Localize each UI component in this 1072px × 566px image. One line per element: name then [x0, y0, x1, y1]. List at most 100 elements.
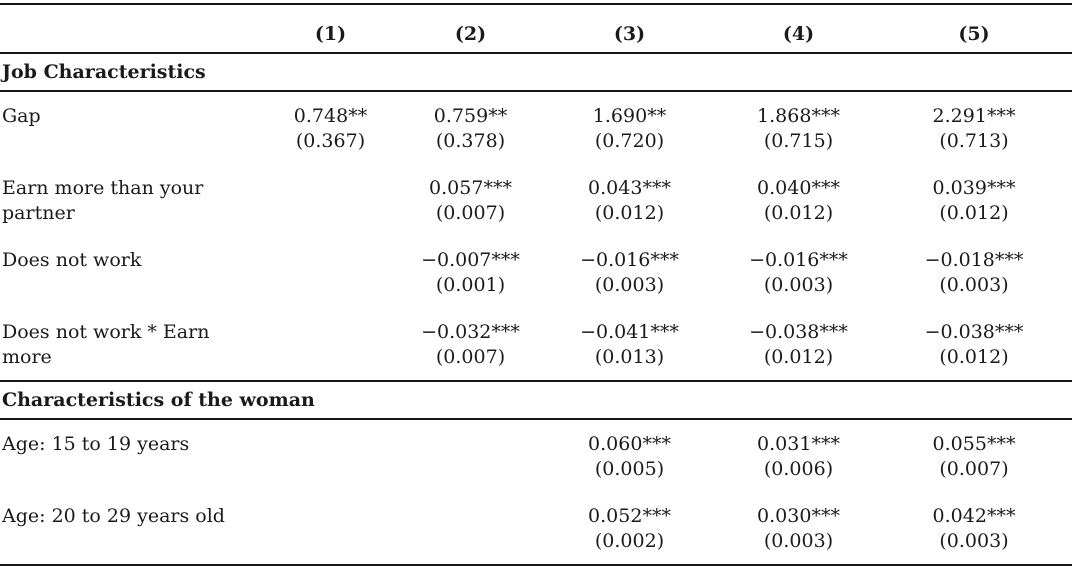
row-label: Does not work — [2, 249, 142, 271]
coefficient-cell — [258, 492, 403, 565]
std-error-value: (0.002) — [594, 530, 665, 552]
std-error-value — [403, 529, 538, 554]
section-header-job-characteristics: Job Characteristics — [0, 53, 1072, 91]
coefficient-value: −0.018*** — [924, 249, 1024, 271]
std-error-value: (0.713) — [939, 130, 1009, 152]
std-error-value: (0.001) — [435, 274, 506, 296]
coefficient-cell: 0.060*** (0.005) — [538, 419, 721, 492]
table-row-does-not-work-earn-more: Does not work * Earn more −0.032*** (0.0… — [0, 308, 1072, 381]
std-error-value: (0.005) — [594, 458, 665, 480]
coefficient-cell: 2.291*** (0.713) — [876, 91, 1072, 164]
std-error-value: (0.012) — [939, 346, 1009, 368]
coefficient-value — [258, 248, 403, 273]
coefficient-value: 1.868*** — [757, 105, 840, 127]
row-label: Earn more than your partner — [2, 177, 204, 224]
coefficient-cell: 0.748** (0.367) — [258, 91, 403, 164]
std-error-value — [403, 457, 538, 482]
coefficient-value: 0.040*** — [757, 177, 840, 199]
std-error-value — [258, 345, 403, 370]
std-error-value — [258, 529, 403, 554]
std-error-value: (0.012) — [763, 202, 834, 224]
coefficient-cell: −0.038*** (0.012) — [721, 308, 876, 381]
coefficient-cell: 0.042*** (0.003) — [876, 492, 1072, 565]
coefficient-value: 2.291*** — [932, 105, 1016, 127]
coefficient-cell: 0.030*** (0.003) — [721, 492, 876, 565]
coefficient-value: 0.060*** — [588, 433, 671, 455]
coefficient-cell — [258, 164, 403, 236]
coefficient-value: −0.038*** — [924, 321, 1024, 343]
coefficient-value: 0.031*** — [757, 433, 840, 455]
std-error-value: (0.367) — [295, 130, 366, 152]
column-header-row: (1) (2) (3) (4) (5) — [0, 4, 1072, 53]
coefficient-value — [258, 432, 403, 457]
coefficient-cell: 0.055*** (0.007) — [876, 419, 1072, 492]
coefficient-cell: 0.039*** (0.012) — [876, 164, 1072, 236]
std-error-value: (0.720) — [594, 130, 665, 152]
empty-header-cell — [0, 4, 258, 53]
coefficient-value: 1.690** — [592, 105, 667, 127]
coefficient-value — [258, 320, 403, 345]
coefficient-value: 0.055*** — [932, 433, 1016, 455]
std-error-value: (0.007) — [435, 202, 506, 224]
section-title: Characteristics of the woman — [2, 389, 315, 411]
coefficient-cell: −0.016*** (0.003) — [538, 236, 721, 308]
coefficient-value — [403, 432, 538, 457]
coefficient-cell — [258, 308, 403, 381]
coefficient-value — [258, 504, 403, 529]
coefficient-cell: −0.041*** (0.013) — [538, 308, 721, 381]
coefficient-value: 0.042*** — [932, 505, 1016, 527]
coefficient-value: 0.057*** — [429, 177, 512, 199]
coefficient-value — [258, 176, 403, 201]
std-error-value: (0.003) — [939, 530, 1009, 552]
coefficient-cell — [258, 419, 403, 492]
section-header-characteristics-of-the-woman: Characteristics of the woman — [0, 381, 1072, 419]
coefficient-cell: 0.057*** (0.007) — [403, 164, 538, 236]
row-label: Age: 15 to 19 years — [2, 433, 190, 455]
std-error-value: (0.013) — [594, 346, 665, 368]
std-error-value — [258, 201, 403, 226]
coefficient-value: −0.016*** — [580, 249, 679, 271]
std-error-value: (0.007) — [435, 346, 506, 368]
table-row-age-20-29: Age: 20 to 29 years old 0.052*** (0.002)… — [0, 492, 1072, 565]
column-header-3: (3) — [613, 23, 646, 45]
std-error-value: (0.715) — [763, 130, 834, 152]
coefficient-cell — [258, 236, 403, 308]
coefficient-cell — [403, 492, 538, 565]
coefficient-cell: 0.759** (0.378) — [403, 91, 538, 164]
std-error-value: (0.012) — [939, 202, 1009, 224]
table-row-age-15-19: Age: 15 to 19 years 0.060*** (0.005) 0.0… — [0, 419, 1072, 492]
coefficient-value: 0.030*** — [757, 505, 840, 527]
std-error-value: (0.012) — [763, 346, 834, 368]
coefficient-value: 0.748** — [293, 105, 368, 127]
coefficient-value: −0.007*** — [421, 249, 520, 271]
std-error-value: (0.003) — [763, 274, 834, 296]
coefficient-cell: −0.038*** (0.012) — [876, 308, 1072, 381]
coefficient-value: −0.041*** — [580, 321, 679, 343]
std-error-value: (0.007) — [939, 458, 1009, 480]
coefficient-cell: 0.040*** (0.012) — [721, 164, 876, 236]
coefficient-cell: 0.052*** (0.002) — [538, 492, 721, 565]
column-header-5: (5) — [958, 23, 990, 45]
coefficient-cell: −0.007*** (0.001) — [403, 236, 538, 308]
coefficient-cell: 0.043*** (0.012) — [538, 164, 721, 236]
std-error-value — [258, 273, 403, 298]
coefficient-cell: −0.018*** (0.003) — [876, 236, 1072, 308]
coefficient-cell: 1.868*** (0.715) — [721, 91, 876, 164]
coefficient-value: 0.052*** — [588, 505, 671, 527]
coefficient-value — [403, 504, 538, 529]
table-row-does-not-work: Does not work −0.007*** (0.001) −0.016**… — [0, 236, 1072, 308]
coefficient-cell: 1.690** (0.720) — [538, 91, 721, 164]
std-error-value: (0.006) — [763, 458, 834, 480]
std-error-value: (0.378) — [435, 130, 506, 152]
table-row-gap: Gap 0.748** (0.367) 0.759** (0.378) 1.69… — [0, 91, 1072, 164]
std-error-value — [258, 457, 403, 482]
std-error-value: (0.012) — [594, 202, 665, 224]
row-label: Does not work * Earn more — [2, 321, 210, 368]
coefficient-value: 0.043*** — [588, 177, 671, 199]
coefficient-value: 0.759** — [433, 105, 508, 127]
column-header-1: (1) — [314, 23, 347, 45]
coefficient-value: 0.039*** — [932, 177, 1016, 199]
regression-table: (1) (2) (3) (4) (5) Job Characteristics … — [0, 3, 1072, 566]
row-label: Gap — [2, 105, 41, 127]
